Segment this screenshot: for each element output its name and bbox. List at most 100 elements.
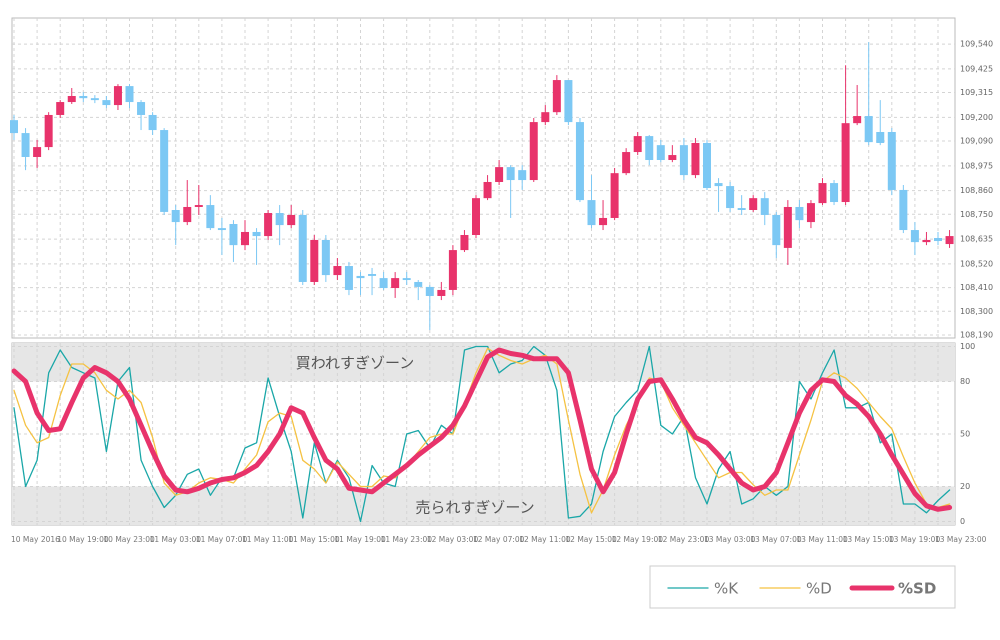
candle-body <box>275 213 284 226</box>
candle-body <box>518 170 527 181</box>
candle-body <box>853 116 862 124</box>
candle-body <box>506 167 515 181</box>
candle-body <box>241 231 249 246</box>
candle-body <box>217 228 226 231</box>
x-tick-label: 13 May 11:00 <box>796 535 848 544</box>
x-tick-label: 12 May 23:00 <box>658 535 710 544</box>
candle-body <box>772 214 781 246</box>
candle-body <box>160 130 169 212</box>
legend-label: %SD <box>898 580 936 598</box>
x-tick-label: 10 May 19:00 <box>57 535 109 544</box>
candle-body <box>252 231 261 237</box>
candle-body <box>679 145 688 176</box>
candle-body <box>113 86 122 106</box>
candle-body <box>899 189 908 231</box>
candle-body <box>633 136 642 153</box>
candle-body <box>726 186 735 209</box>
candle-body <box>402 278 411 281</box>
y-tick-label: 108,750 <box>960 210 993 219</box>
y-tick-label: 50 <box>960 430 970 439</box>
candle-body <box>887 131 896 190</box>
candle-body <box>229 224 238 246</box>
candle-body <box>703 142 711 189</box>
y-tick-label: 100 <box>960 342 975 351</box>
candle-body <box>368 274 377 276</box>
y-tick-label: 108,520 <box>960 259 993 268</box>
candle-body <box>44 114 53 148</box>
candle-body <box>910 230 919 243</box>
candle-body <box>783 206 792 248</box>
candle-body <box>760 198 769 215</box>
y-tick-label: 108,300 <box>960 307 993 316</box>
x-tick-label: 12 May 19:00 <box>612 535 664 544</box>
candle-body <box>321 239 330 276</box>
y-tick-label: 108,975 <box>960 161 993 170</box>
candle-body <box>460 234 469 251</box>
candle-body <box>495 167 504 182</box>
candle-body <box>79 96 88 99</box>
candle-body <box>472 198 480 235</box>
candle-body <box>183 206 192 223</box>
candle-body <box>668 155 677 161</box>
x-tick-label: 12 May 15:00 <box>565 535 617 544</box>
candle-body <box>33 147 42 157</box>
x-tick-label: 11 May 07:00 <box>196 535 248 544</box>
legend <box>649 565 956 609</box>
candle-body <box>379 278 388 289</box>
candle-body <box>575 122 584 201</box>
legend-label: %K <box>714 580 739 598</box>
x-tick-label: 11 May 11:00 <box>242 535 294 544</box>
candle-body <box>599 217 608 226</box>
legend-label: %D <box>806 580 832 598</box>
candle-body <box>10 120 18 134</box>
candle-body <box>333 266 342 276</box>
x-tick-label: 11 May 19:00 <box>334 535 386 544</box>
candle-body <box>90 98 99 101</box>
candle-body <box>483 181 492 199</box>
candle-body <box>841 123 850 203</box>
candle-body <box>610 173 619 218</box>
y-tick-label: 109,540 <box>960 40 993 49</box>
candle-body <box>287 214 296 226</box>
candle-body <box>876 131 885 143</box>
y-tick-label: 108,190 <box>960 330 993 339</box>
x-tick-label: 11 May 03:00 <box>150 535 202 544</box>
candle-body <box>125 86 134 103</box>
y-tick-label: 20 <box>960 482 970 491</box>
candle-body <box>344 266 353 290</box>
candle-body <box>552 80 561 113</box>
y-tick-label: 109,090 <box>960 137 993 146</box>
candle-body <box>67 96 76 103</box>
x-tick-label: 10 May 2016 <box>11 535 60 544</box>
x-tick-label: 13 May 19:00 <box>889 535 941 544</box>
candle-body <box>137 102 146 115</box>
candle-body <box>148 114 157 131</box>
x-tick-label: 13 May 15:00 <box>843 535 895 544</box>
candle-body <box>206 205 215 229</box>
candle-body <box>56 102 65 115</box>
series-line <box>11 347 953 512</box>
plot-layer: 108,190 108,300 108,410 108,520 108,635 108,7… <box>10 18 993 544</box>
x-tick-label: 12 May 11:00 <box>519 535 571 544</box>
candle-body <box>934 238 942 242</box>
candle-body <box>945 236 954 245</box>
candle-body <box>529 122 538 181</box>
x-tick-label: 12 May 03:00 <box>427 535 479 544</box>
candle-body <box>414 281 423 287</box>
candle-body <box>737 208 746 210</box>
candle-body <box>264 213 273 237</box>
candle-body <box>171 210 180 223</box>
candle-body <box>564 80 573 123</box>
x-tick-label: 11 May 15:00 <box>288 535 340 544</box>
candle-body <box>298 214 307 282</box>
x-tick-label: 10 May 23:00 <box>103 535 155 544</box>
zone-label: 買われすぎゾーン <box>296 354 415 372</box>
candle-body <box>714 183 723 187</box>
candle-body <box>622 152 631 174</box>
series-line <box>13 347 951 514</box>
candle-body <box>645 136 654 161</box>
candle-body <box>806 203 815 223</box>
candle-body <box>691 142 700 176</box>
candle-body <box>587 200 596 226</box>
